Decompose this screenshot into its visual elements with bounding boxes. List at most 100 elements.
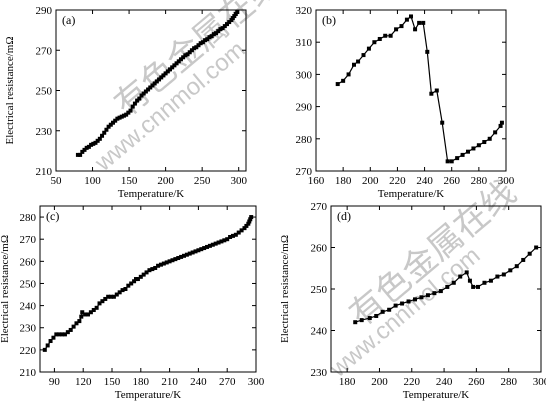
panel-label: (a) <box>62 13 75 27</box>
data-point <box>222 238 227 243</box>
data-point <box>383 33 388 38</box>
data-point <box>68 327 73 332</box>
data-point <box>185 52 190 57</box>
data-point <box>409 14 413 19</box>
y-tick-label: 230 <box>311 367 328 379</box>
data-point <box>413 297 417 302</box>
data-point <box>170 258 175 263</box>
data-point <box>156 263 161 268</box>
data-point <box>77 319 82 324</box>
data-point <box>80 149 85 154</box>
x-tick-label: 200 <box>371 376 388 388</box>
x-tick-label: 200 <box>157 175 174 187</box>
data-point <box>161 261 166 266</box>
data-point <box>115 116 120 121</box>
data-point <box>144 270 149 275</box>
data-point <box>202 246 207 251</box>
data-point <box>471 146 476 151</box>
data-point <box>388 33 393 38</box>
data-point <box>207 35 212 40</box>
y-tick-label: 290 <box>36 5 53 17</box>
data-point <box>230 233 235 238</box>
data-point <box>229 18 234 23</box>
data-point <box>247 219 252 224</box>
data-point <box>196 248 201 253</box>
data-point <box>213 241 218 246</box>
y-tick-label: 260 <box>20 256 37 268</box>
data-point <box>129 281 134 286</box>
data-point <box>138 274 143 279</box>
data-point <box>74 321 79 326</box>
data-point <box>123 287 128 291</box>
data-point <box>394 27 399 32</box>
data-point <box>205 37 210 42</box>
chart-panel-3: 90 120 150 180 210 240 270 300 210 220 230 240 250 26… <box>0 205 265 401</box>
data-point <box>168 67 172 72</box>
data-point <box>235 10 240 15</box>
data-point <box>132 279 137 284</box>
data-point <box>182 253 186 258</box>
data-point <box>174 61 179 66</box>
x-tick-label: 150 <box>104 376 121 388</box>
data-point <box>413 27 418 32</box>
data-point <box>143 89 148 94</box>
data-point <box>179 254 184 259</box>
x-tick-label: 180 <box>133 376 150 388</box>
data-point <box>152 81 157 86</box>
data-point <box>527 251 532 256</box>
data-point <box>429 91 434 96</box>
panel-label: (c) <box>46 209 59 223</box>
data-point <box>154 79 159 84</box>
data-point <box>114 292 119 297</box>
data-point <box>167 259 172 264</box>
data-point <box>159 75 164 80</box>
x-tick-label: 180 <box>335 175 352 187</box>
data-point <box>135 98 140 103</box>
data-point <box>120 288 125 293</box>
data-point <box>432 291 437 296</box>
y-tick-label: 270 <box>20 234 37 246</box>
y-tick-label: 290 <box>296 102 313 114</box>
data-point <box>83 312 88 317</box>
data-point <box>196 43 201 48</box>
chart-panel-4: 180 200 220 240 260 280 300 230 240 250 260 270 Temp… <box>279 201 546 401</box>
data-point <box>466 149 470 154</box>
x-tick-label: 50 <box>51 175 63 187</box>
data-point <box>57 332 62 337</box>
data-point <box>209 34 214 39</box>
data-point <box>374 313 379 318</box>
data-point <box>163 71 168 76</box>
data-point <box>219 239 224 244</box>
data-point <box>82 147 87 152</box>
data-point <box>91 308 96 313</box>
data-point <box>60 332 65 337</box>
data-point <box>78 152 83 157</box>
y-tick-label: 240 <box>20 301 37 313</box>
data-point <box>228 234 233 239</box>
x-tick-label: 220 <box>389 175 406 187</box>
data-point <box>139 93 144 98</box>
data-point <box>230 16 235 21</box>
data-point <box>113 118 118 123</box>
y-tick-label: 270 <box>36 45 53 57</box>
data-point <box>157 77 162 82</box>
data-point <box>178 57 183 62</box>
data-point <box>514 264 519 269</box>
data-point <box>194 45 199 50</box>
y-tick-label: 270 <box>296 166 313 178</box>
data-point <box>200 40 205 45</box>
data-point <box>126 110 131 115</box>
data-point <box>445 284 450 289</box>
data-point <box>94 305 99 310</box>
data-point <box>387 307 392 312</box>
x-tick-label: 300 <box>498 175 515 187</box>
data-point <box>137 96 142 101</box>
chart-panel-2: 160 180 200 220 240 260 280 300 270 280 290 300 310 3… <box>296 5 515 200</box>
data-point <box>495 274 500 279</box>
data-point <box>377 36 382 41</box>
data-point <box>198 41 203 46</box>
data-point <box>248 217 253 222</box>
data-point <box>176 256 181 261</box>
data-point <box>366 46 371 51</box>
